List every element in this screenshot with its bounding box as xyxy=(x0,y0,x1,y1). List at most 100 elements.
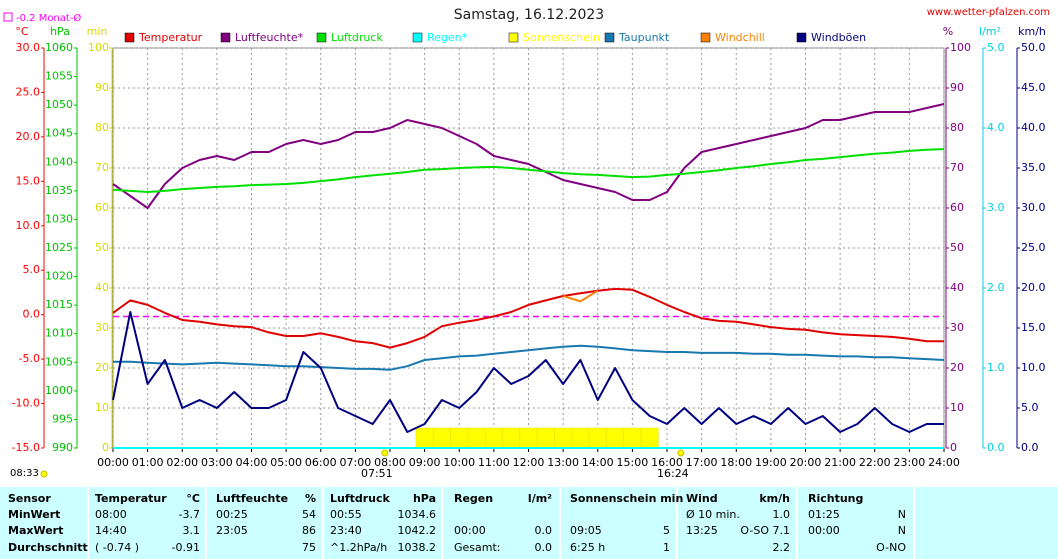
x-tick-label: 04:00 xyxy=(236,456,268,469)
y-tick-label: 10.0 xyxy=(16,219,41,232)
x-tick-label: 24:00 xyxy=(928,456,960,469)
table-cell: Wind xyxy=(686,492,718,505)
table-cell: 00:00 xyxy=(808,524,840,537)
table-row-label: MaxWert xyxy=(8,524,63,537)
sunshine-bar xyxy=(606,427,624,449)
y-tick-label: 0 xyxy=(950,441,957,454)
y-tick-label: -15.0 xyxy=(12,441,40,454)
table-cell: Luftfeuchte xyxy=(216,492,288,505)
table-cell: 1038.2 xyxy=(398,541,437,554)
x-tick-label: 12:00 xyxy=(513,456,545,469)
table-cell: ^1.2hPa/h xyxy=(330,541,387,554)
table-cell: Temperatur xyxy=(95,492,167,505)
chart-title: Samstag, 16.12.2023 xyxy=(454,7,604,23)
month-avg-icon xyxy=(3,12,13,22)
y-tick-label: 15.0 xyxy=(16,174,41,187)
table-cell: -3.7 xyxy=(179,508,200,521)
legend-swatch xyxy=(316,32,327,43)
table-cell: hPa xyxy=(413,492,436,505)
sun-marker xyxy=(381,449,389,457)
y-tick-label: 4.0 xyxy=(987,121,1005,134)
sunshine-bar xyxy=(588,427,607,449)
x-tick-label: 05:00 xyxy=(270,456,302,469)
table-cell: 1 xyxy=(663,541,670,554)
axis-unit: °C xyxy=(15,25,29,38)
table-cell: Gesamt: xyxy=(454,541,501,554)
table-cell: 5 xyxy=(663,524,670,537)
y-tick-label: 45.0 xyxy=(1021,81,1046,94)
y-tick-label: 0 xyxy=(102,441,109,454)
table-cell: 6:25 h xyxy=(570,541,605,554)
table-cell: 1042.2 xyxy=(398,524,437,537)
y-tick-label: 10 xyxy=(95,401,109,414)
y-tick-label: 1060 xyxy=(45,41,73,54)
legend-label: Regen* xyxy=(427,31,468,44)
sunshine-bar xyxy=(554,427,573,449)
table-cell: 1034.6 xyxy=(398,508,437,521)
summary-table: Sensor Temperatur °C Luftfeuchte% Luftdruck h… xyxy=(0,487,1058,559)
source: www.wetter-pfalzen.com xyxy=(927,7,1050,18)
table-cell: 08:00 xyxy=(95,508,127,521)
table-cell: l/m² xyxy=(528,492,552,505)
sunshine-bar xyxy=(484,427,503,449)
table-cell: 2.2 xyxy=(773,541,791,554)
y-tick-label: 0.0 xyxy=(987,441,1005,454)
legend-swatch xyxy=(508,32,519,43)
y-tick-label: 1020 xyxy=(45,270,73,283)
y-tick-label: 1035 xyxy=(45,184,73,197)
y-tick-label: -10.0 xyxy=(12,397,40,410)
table-cell: 00:00 xyxy=(454,524,486,537)
legend-label: Windböen xyxy=(811,31,866,44)
x-tick-label: 02:00 xyxy=(166,456,198,469)
x-tick-label: 21:00 xyxy=(824,456,856,469)
table-cell: ( -0.74 ) xyxy=(95,541,139,554)
axis-unit: % xyxy=(943,25,953,38)
x-tick-label: 23:00 xyxy=(894,456,926,469)
x-tick-label: 03:00 xyxy=(201,456,233,469)
x-tick-label: 20:00 xyxy=(790,456,822,469)
x-tick-label: 06:00 xyxy=(305,456,337,469)
update-time: 08:33 xyxy=(10,468,39,479)
x-tick-label: 01:00 xyxy=(132,456,164,469)
y-tick-label: 1025 xyxy=(45,241,73,254)
y-tick-label: 3.0 xyxy=(987,201,1005,214)
x-tick-label: 14:00 xyxy=(582,456,614,469)
x-tick-label: 19:00 xyxy=(755,456,787,469)
y-tick-label: 20 xyxy=(95,361,109,374)
x-tick-label: 13:00 xyxy=(547,456,579,469)
y-tick-label: 15.0 xyxy=(1021,321,1046,334)
y-tick-label: 5.0 xyxy=(23,263,41,276)
legend-label: Taupunkt xyxy=(618,31,670,44)
legend-swatch xyxy=(604,32,615,43)
y-tick-label: 1040 xyxy=(45,155,73,168)
x-tick-label: 15:00 xyxy=(617,456,649,469)
axis-unit: min xyxy=(87,25,108,38)
x-tick-label: 22:00 xyxy=(859,456,891,469)
legend-label: Sonnenschein xyxy=(523,31,600,44)
y-tick-label: 1030 xyxy=(45,212,73,225)
table-cell: 23:05 xyxy=(216,524,248,537)
y-tick-label: 25.0 xyxy=(1021,241,1046,254)
y-tick-label: 30.0 xyxy=(16,41,41,54)
y-tick-label: 20.0 xyxy=(1021,281,1046,294)
table-cell: km/h xyxy=(759,492,790,505)
y-tick-label: 100 xyxy=(88,41,109,54)
legend-swatch xyxy=(220,32,231,43)
y-tick-label: 1050 xyxy=(45,98,73,111)
axis-unit: l/m² xyxy=(979,25,1001,38)
x-tick-label: 08:00 xyxy=(374,456,406,469)
table-cell: 00:25 xyxy=(216,508,248,521)
x-tick-label: 00:00 xyxy=(97,456,129,469)
x-tick-label: 07:00 xyxy=(340,456,372,469)
y-tick-label: 1.0 xyxy=(987,361,1005,374)
y-tick-label: 5.0 xyxy=(1021,401,1039,414)
table-cell: 01:25 xyxy=(808,508,840,521)
y-tick-label: 20.0 xyxy=(16,130,41,143)
sunshine-bar xyxy=(623,427,642,449)
table-cell: 13:25 xyxy=(686,524,718,537)
month-avg-label: -0.2 Monat-Ø xyxy=(16,12,81,24)
x-tick-label: 18:00 xyxy=(720,456,752,469)
y-tick-label: 100 xyxy=(950,41,971,54)
series-line xyxy=(113,344,945,371)
